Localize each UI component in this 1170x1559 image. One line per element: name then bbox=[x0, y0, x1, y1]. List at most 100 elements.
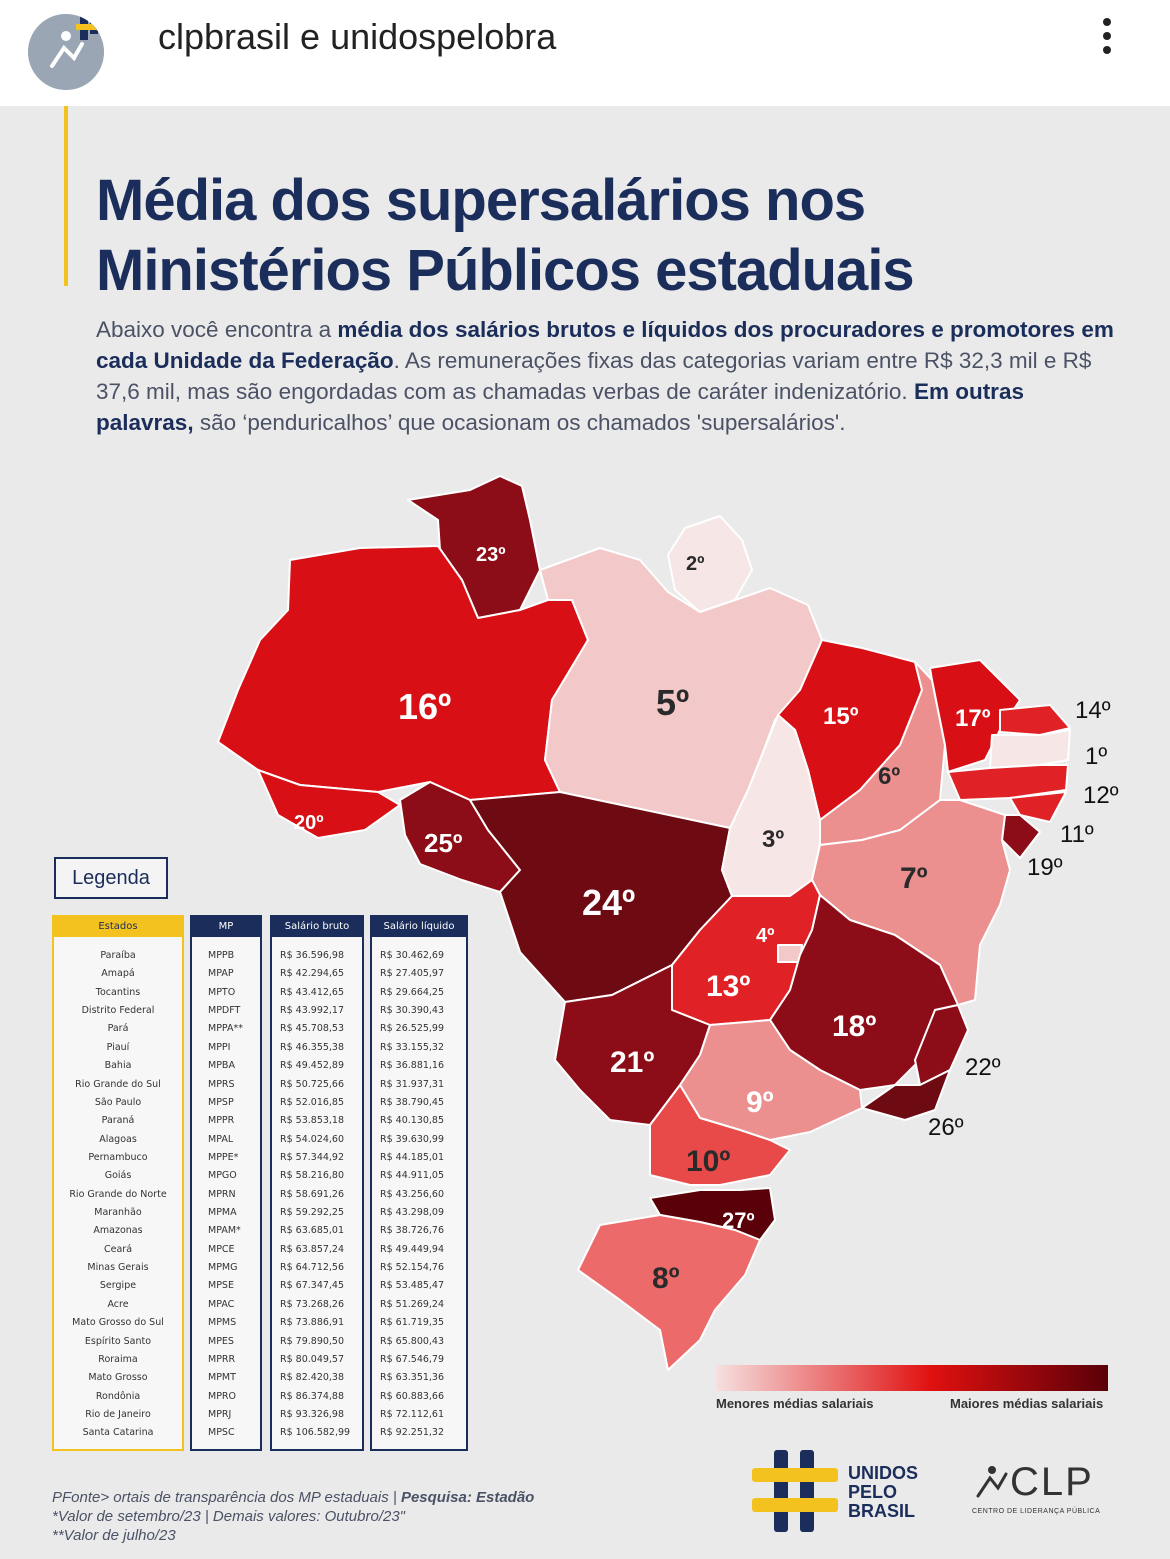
gross-cell: R$ 106.582,99 bbox=[280, 1427, 351, 1439]
state-cell: Maranhão bbox=[94, 1207, 142, 1219]
state-cell: Amazonas bbox=[93, 1225, 143, 1237]
header-net: Salário líquido bbox=[372, 917, 466, 937]
gross-cell: R$ 67.347,45 bbox=[280, 1280, 345, 1292]
rank-mato-grosso: 24º bbox=[582, 882, 636, 923]
mp-cell: MPSP bbox=[208, 1096, 234, 1108]
gross-cell: R$ 79.890,50 bbox=[280, 1335, 345, 1347]
mp-cell: MPAL bbox=[208, 1133, 234, 1145]
page-title: Média dos supersalários nos Ministérios … bbox=[96, 166, 1116, 306]
state-cell: Distrito Federal bbox=[81, 1005, 155, 1017]
rank-alagoas: 11º bbox=[1060, 821, 1094, 848]
mp-cell: MPSC bbox=[208, 1427, 235, 1439]
unidos-line-2: PELO bbox=[848, 1482, 898, 1502]
state-cell: Sergipe bbox=[99, 1280, 137, 1292]
state-cell: Acre bbox=[107, 1298, 129, 1310]
net-cell: R$ 40.130,85 bbox=[380, 1115, 445, 1127]
mp-cell: MPCE bbox=[208, 1243, 235, 1255]
net-cell: R$ 63.351,36 bbox=[380, 1372, 445, 1384]
mp-cell: MPAC bbox=[208, 1298, 235, 1310]
net-cell: R$ 29.664,25 bbox=[380, 986, 445, 998]
more-options-icon[interactable] bbox=[1092, 12, 1122, 66]
account-name[interactable]: clpbrasil e unidospelobra bbox=[158, 16, 557, 57]
date-note: *Valor de setembro/23 | Demais valores: … bbox=[52, 1508, 406, 1525]
gross-cell: R$ 54.024,60 bbox=[280, 1133, 345, 1145]
state-cell: Paraná bbox=[101, 1115, 135, 1127]
july-note: **Valor de julho/23 bbox=[52, 1527, 176, 1544]
state-cell: Mato Grosso do Sul bbox=[72, 1317, 164, 1329]
state-cell: Ceará bbox=[103, 1243, 133, 1255]
mp-cell: MPMS bbox=[208, 1317, 237, 1329]
state-cell: Rio Grande do Sul bbox=[75, 1078, 161, 1090]
header-mp: MP bbox=[192, 917, 260, 937]
avatar[interactable] bbox=[28, 14, 104, 90]
gross-cell: R$ 58.691,26 bbox=[280, 1188, 345, 1200]
state-cell: Tocantins bbox=[95, 986, 141, 998]
mp-cell: MPTO bbox=[208, 986, 236, 998]
unidos-line-1: UNIDOS bbox=[848, 1463, 919, 1483]
state-cell: Paraíba bbox=[100, 950, 136, 961]
gross-cell: R$ 73.886,91 bbox=[280, 1317, 345, 1329]
net-cell: R$ 26.525,99 bbox=[380, 1023, 445, 1035]
legend-button[interactable]: Legenda bbox=[54, 857, 168, 899]
state-cell: Bahia bbox=[104, 1060, 132, 1072]
net-column: R$ 30.462,69 R$ 27.405,97 R$ 29.664,25 R$ 3… bbox=[372, 937, 466, 1449]
gross-cell: R$ 59.292,25 bbox=[280, 1207, 345, 1219]
state-cell: Alagoas bbox=[99, 1133, 137, 1145]
rank-parana: 10º bbox=[686, 1145, 731, 1178]
state-cell: Santa Catarina bbox=[82, 1427, 154, 1439]
mp-cell: MPRR bbox=[208, 1353, 236, 1365]
scale-high-label: Maiores médias salariais bbox=[950, 1396, 1104, 1411]
state-cell: Goiás bbox=[104, 1170, 132, 1182]
gross-cell: R$ 86.374,88 bbox=[280, 1390, 345, 1402]
intro-text-1: Abaixo você encontra a bbox=[96, 317, 338, 342]
rank-rio-grande-do-sul: 8º bbox=[652, 1262, 680, 1295]
state-cell: Minas Gerais bbox=[87, 1262, 149, 1274]
rank-amapa: 2º bbox=[686, 553, 705, 575]
mp-cell: MPMA bbox=[208, 1207, 237, 1219]
intro-paragraph: Abaixo você encontra a média dos salário… bbox=[96, 314, 1126, 438]
net-cell: R$ 27.405,97 bbox=[380, 968, 445, 980]
clp-logo: CLP bbox=[1010, 1460, 1094, 1504]
rank-piaui: 6º bbox=[878, 763, 901, 790]
net-cell: R$ 30.390,43 bbox=[380, 1005, 445, 1017]
rank-maranhao: 15º bbox=[823, 703, 859, 730]
state-cell: São Paulo bbox=[94, 1096, 142, 1108]
mp-cell: MPMT bbox=[208, 1372, 236, 1384]
clp-subtitle: CENTRO DE LIDERANÇA PÚBLICA bbox=[972, 1508, 1101, 1515]
unidos-line-3: BRASIL bbox=[848, 1501, 915, 1521]
gross-cell: R$ 52.016,85 bbox=[280, 1096, 345, 1108]
net-cell: R$ 92.251,32 bbox=[380, 1427, 445, 1439]
header-gross: Salário bruto bbox=[272, 917, 362, 937]
net-cell: R$ 65.800,43 bbox=[380, 1335, 445, 1347]
mp-cell: MPPI bbox=[208, 1041, 231, 1053]
scale-low-label: Menores médias salariais bbox=[716, 1396, 874, 1411]
color-scale-bar bbox=[716, 1365, 1108, 1391]
mp-cell: MPDFT bbox=[208, 1005, 241, 1017]
post-header: clpbrasil e unidospelobra bbox=[0, 0, 1170, 106]
intro-bold-1: média dos salários brutos e líquidos dos… bbox=[96, 317, 1114, 373]
gross-cell: R$ 43.412,65 bbox=[280, 986, 345, 998]
rank-rondonia: 25º bbox=[424, 828, 463, 858]
rank-roraima: 23º bbox=[476, 544, 506, 566]
rank-tocantins: 3º bbox=[762, 826, 785, 853]
rank-pernambuco: 12º bbox=[1083, 782, 1119, 809]
table-net: Salário líquido R$ 30.462,69 R$ 27.405,97… bbox=[370, 915, 468, 1451]
gross-cell: R$ 53.853,18 bbox=[280, 1115, 345, 1127]
rank-espirito-santo: 22º bbox=[965, 1054, 1001, 1081]
gross-cell: R$ 45.708,53 bbox=[280, 1023, 345, 1035]
net-cell: R$ 38.790,45 bbox=[380, 1096, 445, 1108]
clp-figure-icon bbox=[976, 1466, 1008, 1498]
rank-sergipe: 19º bbox=[1027, 854, 1063, 881]
intro-text-2: . As remunerações fixas das categorias v… bbox=[96, 348, 1092, 404]
mp-cell: MPRS bbox=[208, 1078, 235, 1090]
gross-cell: R$ 42.294,65 bbox=[280, 968, 345, 980]
gross-cell: R$ 36.596,98 bbox=[280, 950, 345, 961]
title-line-2: Ministérios Públicos estaduais bbox=[96, 238, 915, 303]
gross-cell: R$ 58.216,80 bbox=[280, 1170, 345, 1182]
profile-logo-icon bbox=[28, 14, 104, 90]
state-cell: Rio Grande do Norte bbox=[69, 1188, 167, 1200]
mp-cell: MPAM* bbox=[208, 1225, 241, 1237]
mp-cell: MPRO bbox=[208, 1390, 237, 1402]
unidos-pelo-brasil-logo-icon bbox=[752, 1450, 838, 1532]
rank-rio-de-janeiro: 26º bbox=[928, 1114, 964, 1141]
